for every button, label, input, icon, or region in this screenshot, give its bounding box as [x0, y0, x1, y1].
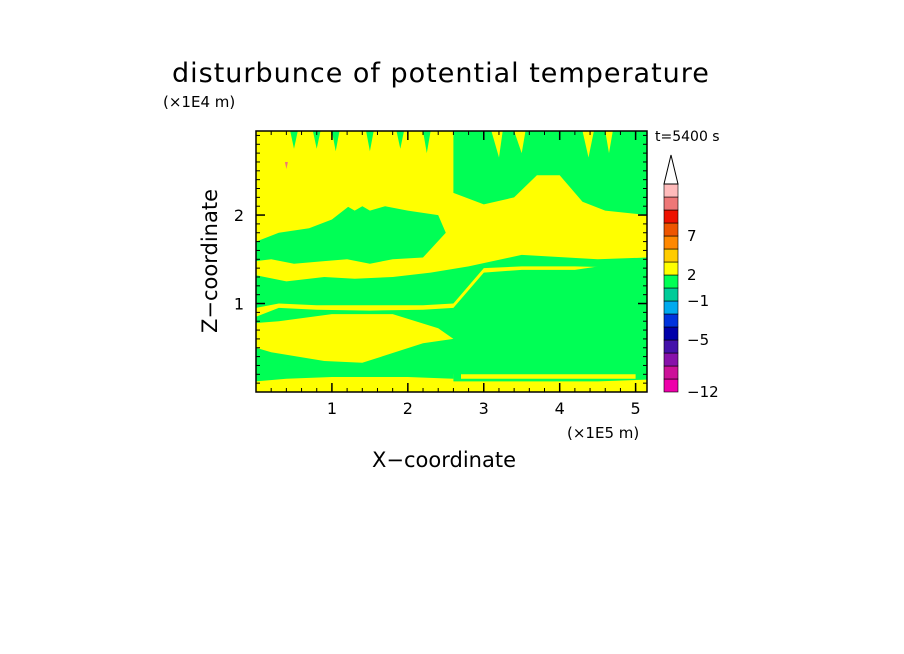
- colorbar-level: [663, 274, 679, 289]
- colorbar-label: −5: [687, 331, 709, 349]
- x-tick-label: 2: [403, 399, 413, 418]
- colorbar-level: [663, 352, 679, 367]
- contour-region-18: [284, 162, 288, 169]
- contour-region-9: [396, 131, 404, 149]
- contour-region-16: [324, 272, 378, 277]
- colorbar-label: 7: [687, 227, 697, 245]
- contour-region-3: [256, 201, 446, 264]
- colorbar-extend-arrow: [663, 154, 679, 185]
- contour-region-6: [312, 131, 321, 149]
- y-axis-unit-label: (×1E4 m): [163, 93, 236, 111]
- y-tick-label: 1: [234, 295, 244, 314]
- x-tick-label: 1: [327, 399, 337, 418]
- colorbar-level: [663, 235, 679, 250]
- time-label: t=5400 s: [655, 129, 720, 145]
- contour-region-2: [256, 254, 647, 308]
- colorbar-level: [663, 365, 679, 380]
- colorbar-level: [663, 313, 679, 328]
- plot-frame: [255, 130, 648, 393]
- colorbar-level: [663, 287, 679, 302]
- colorbar-label: −1: [687, 292, 709, 310]
- colorbar-level: [663, 196, 679, 211]
- contour-region-14: [582, 131, 594, 158]
- colorbar-level: [663, 183, 679, 198]
- y-tick-label: 2: [234, 206, 244, 225]
- chart-title: disturbunce of potential temperature: [172, 58, 710, 89]
- x-tick-label: 4: [555, 399, 565, 418]
- x-axis-unit-label: (×1E5 m): [567, 424, 640, 442]
- colorbar-level: [663, 300, 679, 315]
- colorbar-label: 2: [687, 266, 697, 284]
- contour-region-12: [491, 131, 503, 158]
- contour-region-11: [343, 188, 367, 211]
- colorbar-level: [663, 222, 679, 237]
- x-axis-label: X−coordinate: [372, 448, 516, 472]
- contour-region-1: [256, 259, 647, 382]
- x-tick-label: 5: [631, 399, 641, 418]
- contour-region-4: [453, 131, 647, 216]
- colorbar-level: [663, 248, 679, 263]
- x-tick-label: 3: [479, 399, 489, 418]
- colorbar-level: [663, 339, 679, 354]
- contour-region-10: [423, 131, 431, 154]
- contour-region-17: [461, 374, 636, 379]
- colorbar-label: −12: [687, 383, 719, 401]
- contour-region-7: [331, 131, 340, 152]
- contour-regions: [256, 131, 647, 382]
- contour-region-8: [366, 131, 374, 152]
- contour-region-13: [514, 131, 526, 154]
- contour-region-5: [290, 131, 298, 149]
- contour-region-15: [605, 131, 613, 154]
- colorbar-level: [663, 326, 679, 341]
- colorbar-level: [663, 209, 679, 224]
- colorbar-level: [663, 261, 679, 276]
- colorbar-level: [663, 378, 679, 393]
